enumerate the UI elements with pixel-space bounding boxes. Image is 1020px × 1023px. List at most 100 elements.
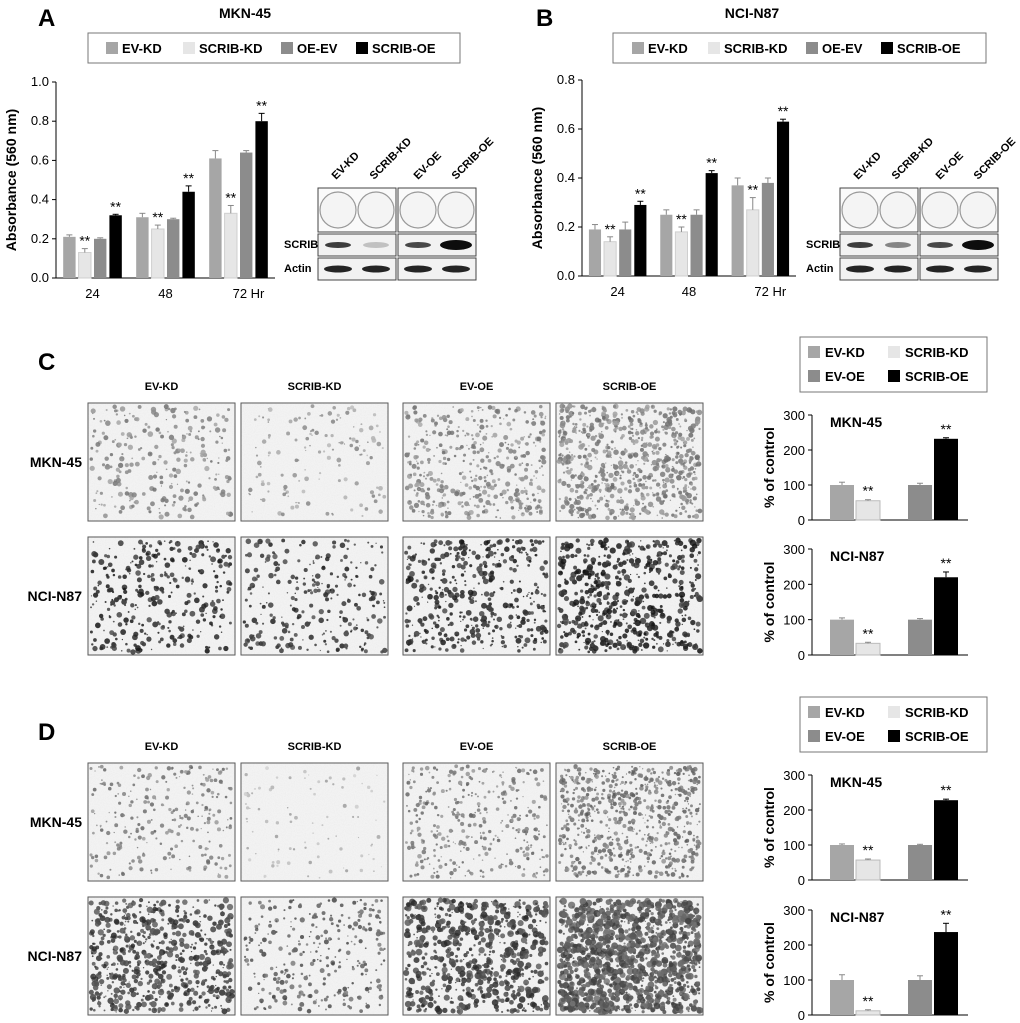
cell-spot (605, 823, 609, 827)
cell-spot (690, 488, 692, 490)
cell-spot (678, 793, 682, 797)
cell-spot (103, 928, 105, 931)
cell-spot (560, 787, 565, 793)
cell-spot (164, 511, 170, 517)
blot-row-label: SCRIB (284, 239, 318, 251)
cell-spot (275, 821, 280, 825)
cell-spot (668, 795, 672, 799)
cell-spot (641, 640, 644, 643)
cell-spot (178, 776, 181, 778)
cell-spot (154, 867, 159, 872)
cell-spot (477, 582, 480, 585)
cell-spot (533, 414, 537, 418)
cell-spot (620, 435, 624, 439)
cell-spot (481, 781, 485, 785)
cell-spot (479, 443, 482, 446)
cell-spot (95, 449, 99, 453)
cell-spot (197, 430, 200, 433)
cell-spot (116, 481, 122, 487)
bar-oe-ev (619, 229, 632, 276)
cell-spot (673, 801, 679, 807)
cell-spot (693, 786, 698, 791)
cell-spot (122, 908, 128, 913)
cell-spot (338, 464, 341, 467)
cell-spot (295, 586, 300, 591)
cell-spot (647, 501, 654, 508)
cell-spot (686, 407, 692, 413)
cell-spot (622, 600, 627, 605)
cell-spot (484, 851, 489, 856)
cell-spot (604, 426, 609, 430)
blot-row-label: Actin (284, 263, 312, 275)
cell-spot (459, 593, 465, 599)
bar-oe-ev (761, 182, 774, 276)
cell-spot (323, 592, 329, 598)
cell-spot (568, 451, 571, 453)
cell-spot (616, 607, 619, 610)
cell-spot (163, 404, 169, 410)
cell-spot (213, 422, 218, 427)
cell-spot (445, 648, 449, 652)
cell-spot (315, 554, 321, 560)
cell-spot (167, 851, 172, 856)
cell-spot (640, 649, 643, 651)
cell-spot (541, 488, 546, 493)
cell-spot (639, 787, 641, 789)
cell-spot (424, 576, 427, 579)
cell-spot (494, 857, 496, 859)
cell-spot (339, 542, 346, 549)
cell-spot (542, 870, 546, 873)
cell-spot (539, 624, 546, 631)
cell-spot (697, 841, 702, 846)
cell-spot (420, 500, 425, 505)
cell-spot (582, 432, 584, 435)
cell-spot (653, 837, 659, 842)
cell-spot (615, 767, 619, 771)
cell-spot (475, 554, 481, 560)
cell-spot (311, 578, 315, 582)
cell-spot (479, 468, 482, 470)
cell-spot (353, 584, 356, 587)
cell-spot (679, 640, 685, 647)
cell-spot (273, 561, 279, 567)
cell-spot (524, 467, 529, 472)
cell-spot (416, 460, 418, 462)
cell-spot (496, 616, 503, 623)
cell-spot (652, 419, 659, 426)
cell-spot (644, 423, 648, 427)
cell-spot (666, 619, 671, 624)
cell-spot (608, 646, 612, 650)
cell-spot (594, 769, 597, 772)
cell-spot (690, 450, 696, 456)
cell-spot (542, 429, 546, 433)
cell-spot (635, 556, 637, 559)
cell-spot (451, 564, 456, 569)
cell-spot (655, 443, 660, 447)
cell-spot (584, 590, 590, 595)
cell-spot (170, 810, 174, 815)
cell-spot (625, 586, 628, 589)
cell-spot (267, 602, 274, 608)
cell-spot (98, 613, 104, 619)
cell-spot (487, 790, 491, 794)
cell-spot (460, 557, 462, 560)
cell-spot (282, 492, 287, 497)
cell-spot (406, 845, 412, 850)
cell-spot (521, 616, 526, 621)
cell-spot (478, 475, 483, 481)
cell-spot (633, 806, 638, 811)
cell-spot (515, 627, 517, 629)
cell-spot (114, 794, 117, 798)
cell-spot (562, 471, 566, 474)
cell-spot (164, 562, 171, 568)
cell-spot (622, 807, 625, 810)
cell-spot (368, 633, 374, 640)
cell-spot (659, 487, 661, 489)
cell-spot (460, 573, 465, 577)
cell-spot (183, 410, 186, 414)
cell-spot (452, 807, 456, 812)
cell-spot (627, 425, 631, 428)
cell-spot (527, 772, 530, 776)
cell-spot (558, 497, 562, 501)
